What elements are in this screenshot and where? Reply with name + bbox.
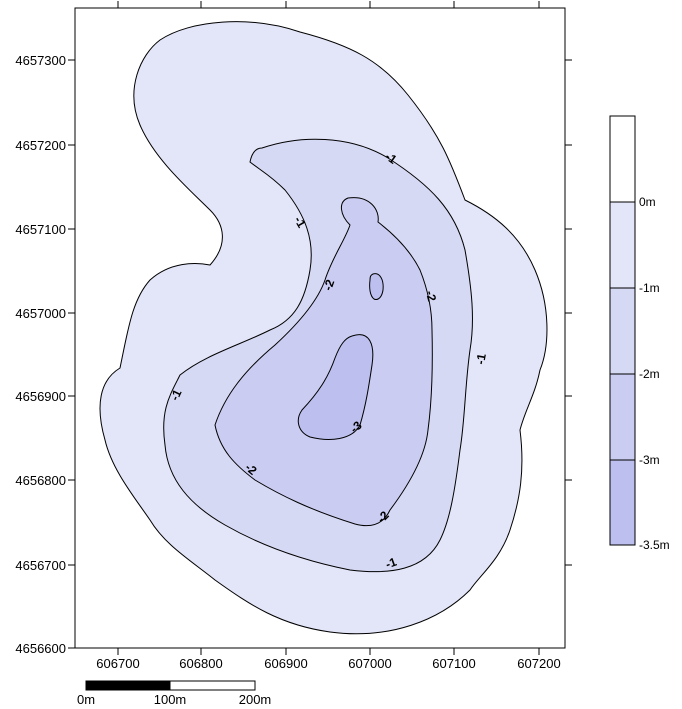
legend-label: -1m bbox=[639, 281, 660, 295]
contour-label: -2 bbox=[321, 277, 338, 292]
legend-swatch bbox=[609, 287, 636, 375]
scale-bar-label: 0m bbox=[77, 692, 95, 707]
depth-zone-3-plus bbox=[297, 334, 374, 440]
y-tick-label: 4657100 bbox=[15, 222, 66, 237]
y-tick-label: 4657300 bbox=[15, 53, 66, 68]
y-tick-label: 4656700 bbox=[15, 558, 66, 573]
map-frame bbox=[74, 7, 566, 649]
y-tick-labels: 4657300 4657200 4657100 4657000 4656900 … bbox=[15, 53, 66, 656]
y-tick-label: 4657200 bbox=[15, 138, 66, 153]
y-tick-label: 4657000 bbox=[15, 306, 66, 321]
x-tick-label: 606800 bbox=[179, 656, 222, 671]
y-axis bbox=[68, 59, 572, 649]
contour-label: -1 bbox=[384, 554, 399, 571]
x-tick-label: 606700 bbox=[96, 656, 139, 671]
x-axis bbox=[117, 1, 540, 655]
legend-swatch bbox=[609, 459, 636, 546]
depth-pocket-3 bbox=[369, 273, 384, 300]
scale-bar-label: 100m bbox=[154, 692, 187, 707]
x-tick-label: 607100 bbox=[432, 656, 475, 671]
legend-swatch bbox=[609, 201, 636, 289]
x-tick-label: 607200 bbox=[517, 656, 560, 671]
legend-label: -3.5m bbox=[639, 538, 670, 552]
legend-label: -2m bbox=[639, 367, 660, 381]
legend-swatch bbox=[609, 115, 636, 203]
x-tick-labels: 606700 606800 606900 607000 607100 60720… bbox=[96, 656, 560, 671]
legend-label: -3m bbox=[639, 453, 660, 467]
x-tick-label: 607000 bbox=[348, 656, 391, 671]
depth-legend: 0m -1m -2m -3m -3.5m bbox=[609, 115, 670, 552]
legend-swatch bbox=[609, 373, 636, 461]
scale-bar-segment bbox=[169, 680, 256, 691]
x-tick-label: 606900 bbox=[264, 656, 307, 671]
scale-bar: 0m 100m 200m bbox=[77, 680, 272, 707]
legend-label: 0m bbox=[639, 195, 656, 209]
scale-bar-segment bbox=[85, 680, 171, 691]
contour-label: -2 bbox=[423, 289, 439, 303]
y-tick-label: 4656800 bbox=[15, 473, 66, 488]
y-tick-label: 4656900 bbox=[15, 389, 66, 404]
contour-label: -1 bbox=[473, 352, 489, 365]
scale-bar-label: 200m bbox=[239, 692, 272, 707]
y-tick-label: 4656600 bbox=[15, 641, 66, 656]
